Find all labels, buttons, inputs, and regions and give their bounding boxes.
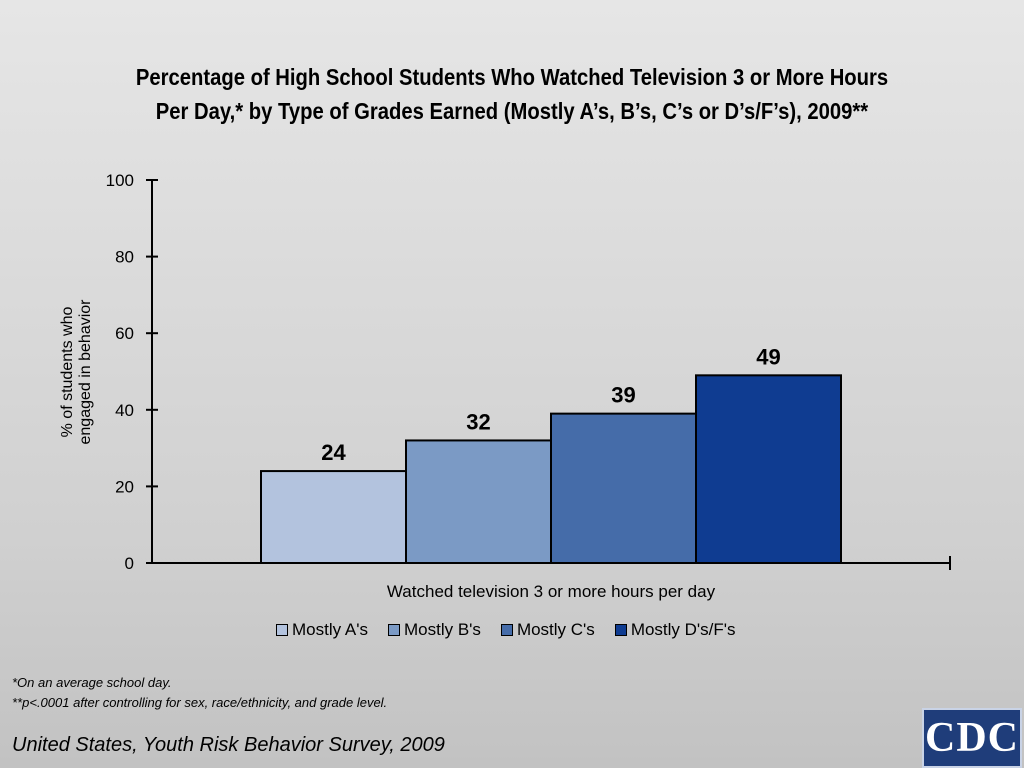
legend-item: Mostly B's	[388, 620, 481, 640]
legend-item: Mostly C's	[500, 620, 595, 640]
legend-swatch	[388, 624, 400, 636]
legend-label: Mostly B's	[404, 620, 481, 639]
cdc-logo: CDC	[922, 708, 1022, 768]
chart-legend: Mostly A's Mostly B's Mostly C's Mostly D's…	[276, 620, 756, 640]
data-label: 24	[321, 440, 346, 465]
data-label: 49	[756, 344, 780, 369]
data-label: 32	[466, 409, 490, 434]
legend-item: Mostly D's/F's	[614, 620, 736, 640]
y-axis-label-line: % of students who	[59, 307, 76, 438]
chart-title-line-2: Per Day,* by Type of Grades Earned (Most…	[155, 98, 869, 124]
data-label: 39	[611, 383, 635, 408]
legend-swatch	[614, 624, 627, 636]
chart-title: Percentage of High School Students Who W…	[61, 60, 962, 128]
chart-title-line-1: Percentage of High School Students Who W…	[135, 64, 889, 90]
x-axis-label: Watched television 3 or more hours per d…	[387, 582, 716, 601]
legend-swatch	[500, 624, 513, 636]
bar-mostly-d-s-f-s	[695, 374, 842, 564]
footnote-significance: **p<.0001 after controlling for sex, rac…	[12, 695, 388, 710]
y-tick-label: 80	[115, 248, 134, 267]
footnote-average-day: *On an average school day.	[12, 675, 172, 690]
legend-label: Mostly C's	[516, 620, 595, 639]
legend-swatch	[276, 624, 288, 636]
y-tick-label: 20	[115, 477, 134, 496]
legend-item: Mostly A's	[276, 620, 368, 640]
y-tick-label: 0	[125, 554, 134, 573]
bar-mostly-b-s	[405, 439, 552, 564]
y-tick-label: 60	[115, 324, 134, 343]
legend-label: Mostly A's	[292, 620, 368, 639]
bar-mostly-c-s	[550, 412, 697, 564]
legend-label: Mostly D's/F's	[630, 620, 736, 639]
y-axis-label-line: engaged in behavior	[77, 299, 94, 445]
y-tick-label: 40	[115, 401, 134, 420]
y-tick-label: 100	[106, 171, 134, 190]
y-axis-label: % of students whoengaged in behavior	[59, 299, 94, 445]
source-label: United States, Youth Risk Behavior Surve…	[12, 734, 445, 756]
bar-mostly-a-s	[260, 470, 407, 564]
